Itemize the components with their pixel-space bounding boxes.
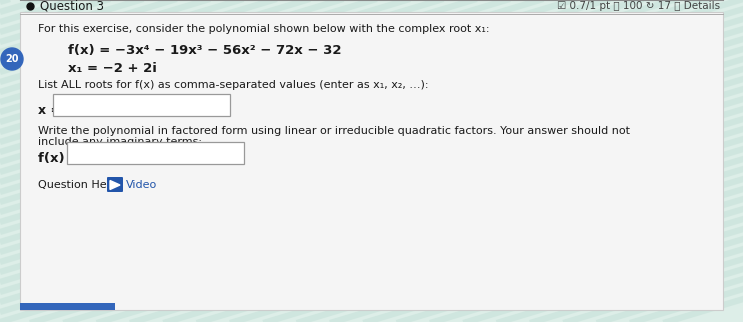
Text: Write the polynomial in factored form using linear or irreducible quadratic fact: Write the polynomial in factored form us…: [38, 126, 630, 136]
Circle shape: [1, 48, 23, 70]
FancyBboxPatch shape: [53, 94, 230, 116]
FancyBboxPatch shape: [67, 142, 244, 164]
Text: Question Help:: Question Help:: [38, 180, 120, 190]
Text: x₁ = −2 + 2i: x₁ = −2 + 2i: [68, 62, 157, 75]
Text: Video: Video: [126, 180, 158, 190]
Text: Question 3: Question 3: [40, 0, 104, 13]
Text: f(x) =: f(x) =: [38, 152, 80, 165]
Text: For this exercise, consider the polynomial shown below with the complex root x₁:: For this exercise, consider the polynomi…: [38, 24, 490, 34]
FancyBboxPatch shape: [20, 12, 723, 310]
Text: include any imaginary terms:: include any imaginary terms:: [38, 137, 202, 147]
Text: 20: 20: [5, 54, 19, 64]
Text: x =: x =: [38, 104, 61, 117]
Text: ☑ 0.7/1 pt ⌛ 100 ↻ 17 ⓘ Details: ☑ 0.7/1 pt ⌛ 100 ↻ 17 ⓘ Details: [557, 1, 720, 11]
Polygon shape: [110, 181, 120, 190]
Text: List ALL roots for f(x) as comma-separated values (enter as x₁, x₂, …):: List ALL roots for f(x) as comma-separat…: [38, 80, 429, 90]
FancyBboxPatch shape: [20, 303, 115, 310]
FancyBboxPatch shape: [107, 177, 123, 192]
Text: f(x) = −3x⁴ − 19x³ − 56x² − 72x − 32: f(x) = −3x⁴ − 19x³ − 56x² − 72x − 32: [68, 44, 342, 57]
